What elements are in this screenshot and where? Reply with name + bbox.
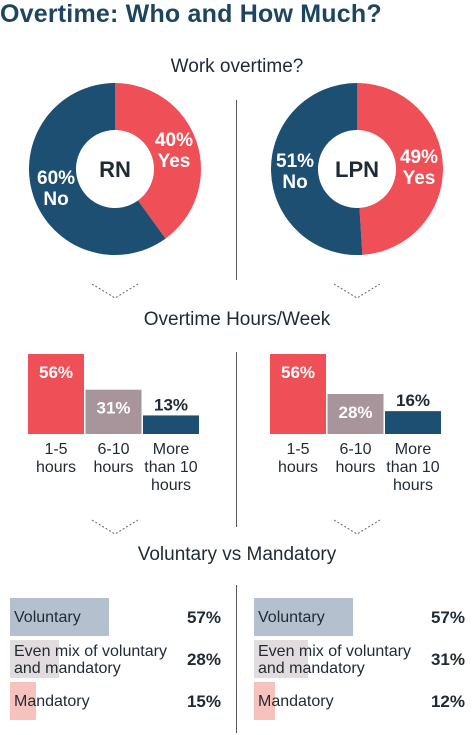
rn-voluntary-value-label: 28%	[186, 650, 221, 669]
rn-voluntary-category-label: Voluntary	[14, 609, 81, 626]
lpn-hours-bar	[385, 411, 441, 434]
rn-voluntary-bar	[10, 682, 37, 720]
lpn-hours-bar-value-label: 28%	[338, 403, 372, 422]
lpn-slice-label-yes: 49% Yes	[400, 147, 438, 189]
chevron-down-icon	[333, 283, 381, 299]
rn-slice-yes	[115, 83, 201, 239]
lpn-hours-bar	[270, 354, 326, 434]
lpn-voluntary-bar	[254, 682, 275, 720]
divider-line	[236, 585, 237, 733]
rn-voluntary-category-label: Even mix of voluntary and mandatory	[14, 643, 167, 677]
lpn-hours-bar-value-label: 16%	[396, 391, 430, 410]
rn-hours-bar	[143, 415, 199, 434]
rn-slice-label-yes: 40% Yes	[155, 130, 193, 172]
divider-line	[236, 100, 237, 280]
rn-voluntary-bar	[10, 640, 59, 678]
divider-line	[236, 352, 237, 527]
chevron-down-icon	[333, 519, 381, 535]
lpn-hours-bar-value-label: 56%	[281, 363, 315, 382]
rn-hours-bar-chart: 56% 1-5 hours 31% 6-10 hours 13% More than 10 hou…	[28, 354, 199, 494]
chevron-down-icon	[91, 519, 139, 535]
lpn-voluntary-bar	[254, 598, 354, 636]
rn-hours-bar-category-label: 6-10 hours	[93, 441, 133, 476]
rn-hours-bar-value-label: 13%	[154, 395, 188, 414]
lpn-overtime-donut-chart: 49% Yes 51% No LPN	[271, 83, 443, 255]
rn-voluntary-bar-chart: Voluntary 57% Even mix of voluntary and man…	[10, 598, 225, 723]
rn-hours-bar-value-label: 31%	[96, 399, 130, 418]
lpn-hours-bar-category-label: 1-5 hours	[278, 441, 318, 476]
section-title-voluntary: Voluntary vs Mandatory	[137, 544, 337, 565]
chevron-down-icon	[91, 283, 139, 299]
section-title-work-overtime: Work overtime?	[170, 56, 304, 77]
lpn-voluntary-bar-chart: Voluntary 57% Even mix of voluntary and man…	[254, 598, 469, 723]
rn-hours-bar-value-label: 56%	[39, 363, 73, 382]
rn-hours-bar-category-label: More than 10 hours	[144, 441, 197, 494]
section-title-hours-per-week: Overtime Hours/Week	[143, 309, 331, 330]
lpn-voluntary-value-label: 12%	[430, 692, 465, 711]
rn-voluntary-value-label: 57%	[186, 608, 221, 627]
rn-center-label: RN	[99, 157, 131, 182]
rn-slice-label-no: 60% No	[37, 168, 75, 210]
rn-slice-no	[29, 83, 166, 255]
rn-overtime-donut-chart: 40% Yes 60% No RN	[29, 83, 201, 255]
lpn-slice-yes	[357, 83, 443, 255]
lpn-voluntary-category-label: Voluntary	[258, 609, 325, 626]
rn-hours-bar	[85, 389, 142, 434]
lpn-voluntary-value-label: 31%	[430, 650, 465, 669]
lpn-voluntary-value-label: 57%	[430, 608, 465, 627]
rn-voluntary-category-label: Mandatory	[14, 693, 90, 710]
lpn-slice-no	[271, 83, 363, 255]
lpn-hours-bar-chart: 56% 1-5 hours 28% 6-10 hours 16% More than 10 hou…	[270, 354, 441, 494]
rn-voluntary-value-label: 15%	[186, 692, 221, 711]
rn-hours-bar	[28, 354, 84, 434]
lpn-voluntary-category-label: Even mix of voluntary and mandatory	[258, 643, 411, 677]
lpn-voluntary-category-label: Mandatory	[258, 693, 334, 710]
lpn-hours-bar-category-label: 6-10 hours	[335, 441, 375, 476]
lpn-voluntary-bar	[254, 640, 308, 678]
lpn-hours-bar	[327, 394, 384, 434]
page-title: Overtime: Who and How Much?	[0, 0, 382, 28]
rn-voluntary-bar	[10, 598, 110, 636]
lpn-hours-bar-category-label: More than 10 hours	[386, 441, 439, 494]
lpn-center-label: LPN	[335, 157, 379, 182]
rn-hours-bar-category-label: 1-5 hours	[36, 441, 76, 476]
lpn-slice-label-no: 51% No	[276, 151, 314, 193]
